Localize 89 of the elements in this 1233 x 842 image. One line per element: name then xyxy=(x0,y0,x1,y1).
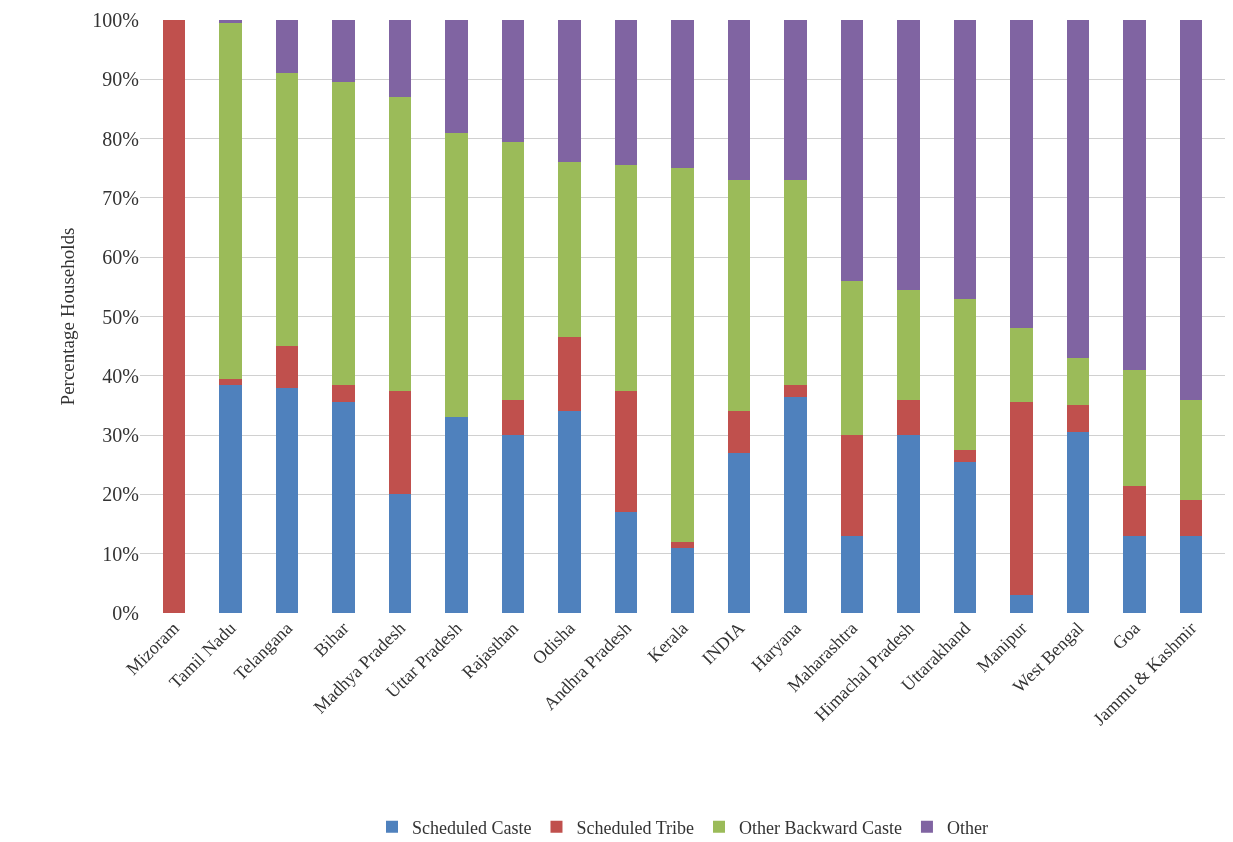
legend-label: Other xyxy=(946,817,988,838)
bar xyxy=(1179,20,1203,400)
bar xyxy=(162,20,186,613)
bar xyxy=(332,20,355,83)
bar xyxy=(784,384,807,397)
bar xyxy=(332,402,355,613)
bar xyxy=(219,384,242,613)
bar xyxy=(671,20,694,169)
bar xyxy=(840,535,864,613)
bar xyxy=(1123,485,1146,536)
bar xyxy=(275,73,299,347)
legend-label: Other Backward Caste xyxy=(739,817,902,838)
bar xyxy=(219,22,242,379)
bar xyxy=(332,384,355,403)
bar xyxy=(614,390,638,513)
bar xyxy=(332,82,355,385)
bar xyxy=(219,378,242,385)
bar xyxy=(501,435,525,613)
y-tick-label: 10% xyxy=(102,542,139,565)
bar xyxy=(1066,432,1090,613)
bar xyxy=(219,20,242,23)
legend-label: Scheduled Caste xyxy=(412,817,532,838)
bar xyxy=(840,435,864,536)
bar xyxy=(501,141,525,400)
bar xyxy=(897,20,920,290)
bar xyxy=(614,512,638,613)
bar xyxy=(840,280,864,436)
bar xyxy=(558,162,581,338)
bar xyxy=(1066,405,1090,433)
y-tick-label: 70% xyxy=(102,186,139,209)
y-tick-label: 90% xyxy=(102,68,139,91)
bar xyxy=(1066,358,1090,406)
bar xyxy=(727,411,751,453)
bar xyxy=(1123,369,1146,486)
bar xyxy=(501,20,525,142)
bar xyxy=(897,435,920,613)
bar xyxy=(614,165,638,391)
bar xyxy=(897,289,920,400)
bar xyxy=(275,346,299,388)
bar xyxy=(784,180,807,385)
bar xyxy=(1010,20,1033,329)
y-tick-label: 100% xyxy=(92,9,139,31)
bar xyxy=(1123,20,1146,370)
bar xyxy=(501,399,525,436)
bar xyxy=(558,411,581,613)
y-tick-label: 50% xyxy=(102,305,139,328)
y-tick-label: 80% xyxy=(102,127,139,150)
bar xyxy=(1010,402,1033,596)
bar xyxy=(727,20,751,181)
legend-label: Scheduled Tribe xyxy=(576,817,694,838)
bar xyxy=(671,547,694,613)
x-tick-label: Goa xyxy=(1108,618,1144,654)
bar xyxy=(614,20,638,166)
bar xyxy=(784,20,807,181)
bar xyxy=(784,396,807,613)
y-tick-label: 20% xyxy=(102,483,139,506)
y-axis-title: Percentage Households xyxy=(57,227,79,406)
bar xyxy=(445,417,468,613)
bar xyxy=(388,390,412,495)
bar xyxy=(1066,20,1090,359)
bar xyxy=(1123,535,1146,613)
bar xyxy=(445,132,468,418)
bar xyxy=(558,20,581,163)
bar xyxy=(727,180,751,412)
bar xyxy=(953,449,977,462)
bar xyxy=(1179,500,1203,536)
bar xyxy=(275,20,299,74)
y-tick-label: 30% xyxy=(102,424,139,447)
bar xyxy=(388,494,412,613)
bar xyxy=(1179,535,1203,613)
bar xyxy=(671,541,694,548)
bar xyxy=(445,20,468,133)
y-tick-label: 40% xyxy=(102,364,139,387)
y-tick-label: 60% xyxy=(102,246,139,269)
y-tick-label: 0% xyxy=(112,602,139,624)
bar xyxy=(671,168,694,542)
bar xyxy=(388,97,412,391)
bar xyxy=(558,337,581,412)
bar xyxy=(953,461,977,613)
bar xyxy=(840,20,864,281)
bar xyxy=(1010,595,1033,613)
bar xyxy=(1179,399,1203,501)
bar xyxy=(953,20,977,299)
bar xyxy=(953,298,977,450)
bar xyxy=(388,20,412,98)
bar xyxy=(275,387,299,613)
bar xyxy=(727,452,751,613)
bar xyxy=(897,399,920,436)
bar xyxy=(1010,328,1033,403)
